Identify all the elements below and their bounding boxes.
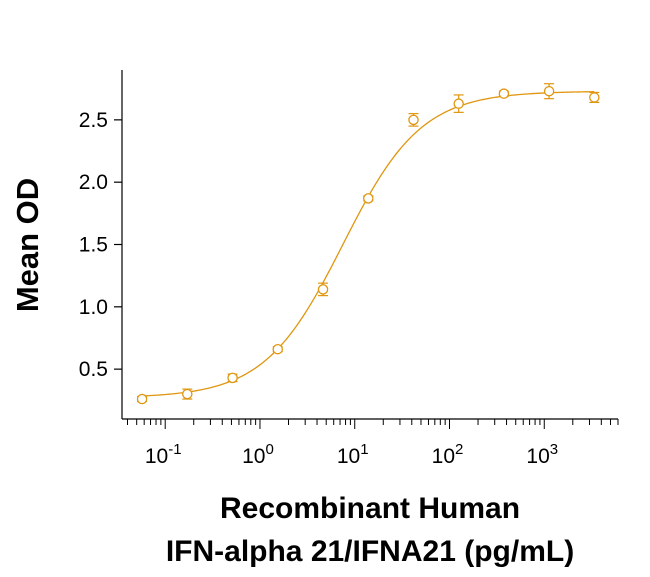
data-point (227, 372, 238, 384)
y-tick-label: 2.0 (79, 171, 108, 194)
y-tick-label: 1.0 (79, 296, 108, 319)
data-point (589, 91, 600, 104)
point-marker (317, 284, 329, 295)
y-tick-label: 1.5 (79, 234, 108, 257)
data-point (453, 94, 464, 113)
data-point (498, 88, 510, 99)
fit-curve (142, 91, 595, 397)
data-point (136, 393, 148, 405)
y-axis-ticks: 0.5 1.0 1.5 2.0 2.5 (79, 109, 122, 381)
y-tick-label: 0.5 (79, 358, 108, 381)
point-marker (272, 343, 283, 355)
x-axis-title-line-1: Recombinant Human (220, 492, 520, 525)
y-axis-title: Mean OD (10, 178, 45, 312)
point-marker (453, 98, 464, 109)
data-point (543, 83, 555, 100)
point-marker (182, 388, 193, 400)
point-marker (136, 393, 148, 405)
y-tick-label: 2.5 (79, 109, 108, 132)
data-point (408, 113, 419, 127)
x-axis-ticks: 10-1 100 101 102 103 (126, 419, 619, 468)
point-marker (363, 193, 374, 204)
data-point (363, 193, 374, 204)
point-marker (543, 85, 555, 97)
point-marker (589, 92, 600, 103)
data-point (182, 388, 193, 400)
point-marker (498, 88, 510, 99)
x-tick-label: 101 (337, 441, 369, 468)
point-marker (408, 114, 419, 126)
x-axis-title-line-2: IFN-alpha 21/IFNA21 (pg/mL) (166, 535, 574, 568)
x-tick-label: 100 (242, 441, 274, 468)
x-tick-label: 103 (526, 441, 558, 468)
x-tick-label: 10-1 (145, 441, 182, 468)
data-points (136, 83, 600, 405)
data-point (317, 282, 329, 297)
axes (121, 70, 618, 420)
x-tick-label: 102 (432, 441, 464, 468)
point-marker (227, 372, 238, 384)
data-point (272, 343, 283, 355)
